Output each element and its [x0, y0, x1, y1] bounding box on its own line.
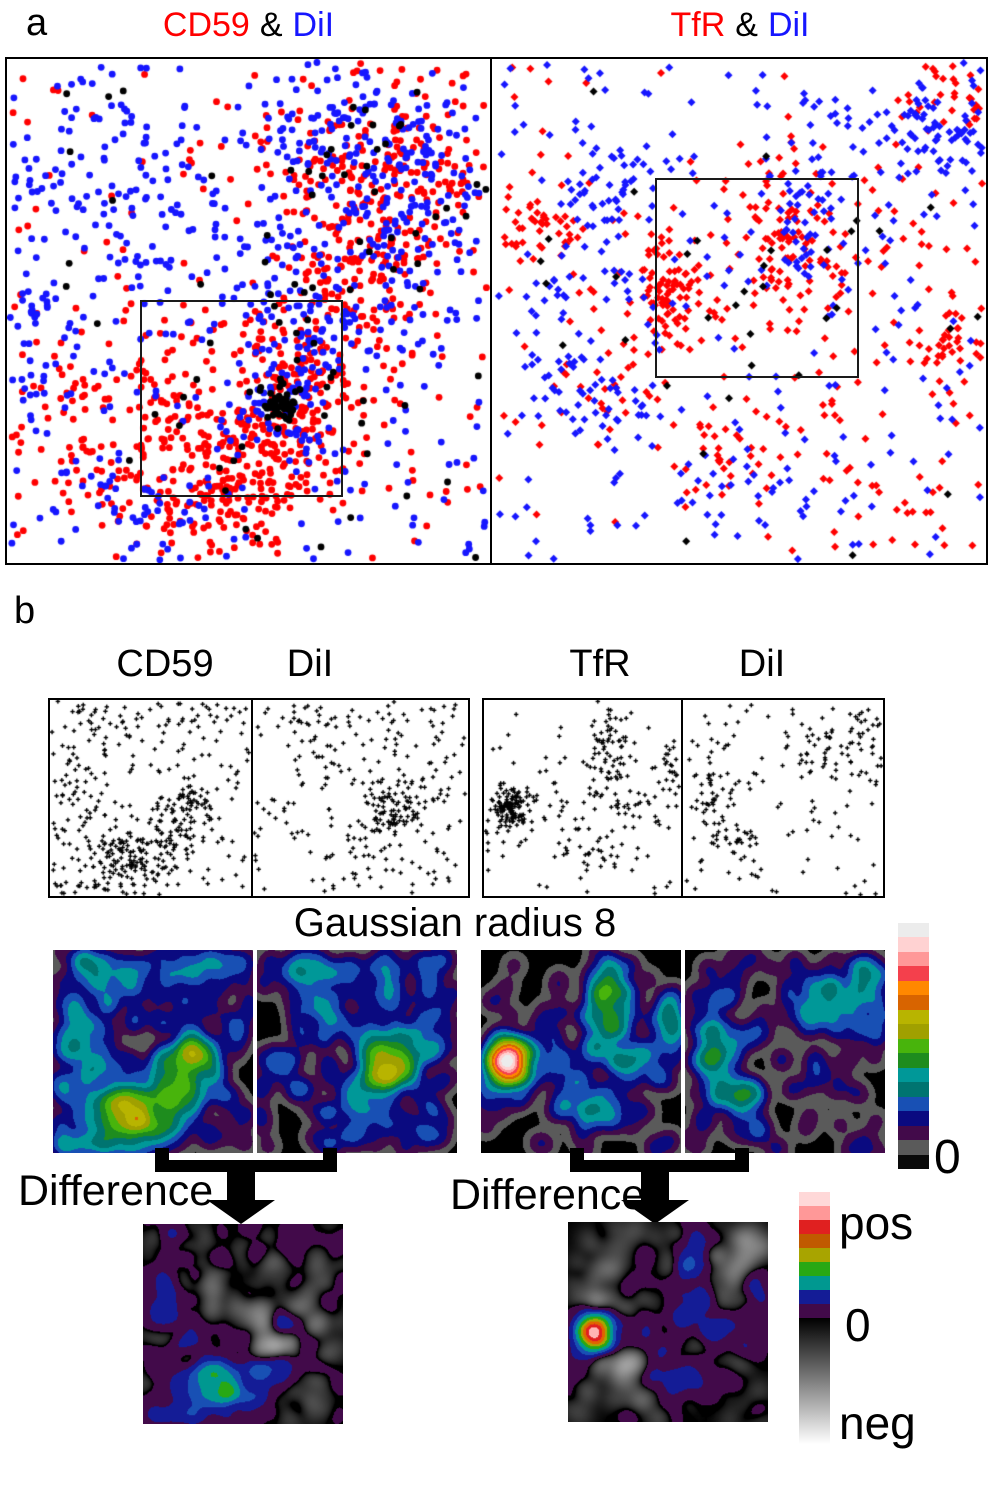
color-step	[898, 951, 929, 967]
panel-a-left-title: CD59 & DiI	[5, 8, 492, 42]
color-step	[898, 1024, 929, 1039]
color-step	[799, 1192, 830, 1206]
color-step	[799, 1276, 830, 1290]
color-step	[799, 1304, 830, 1318]
color-step	[898, 980, 929, 996]
tfr-points-canvas	[484, 700, 681, 896]
difference-colorbar-neg-label: neg	[839, 1397, 916, 1449]
dii-left-density-heatmap-canvas	[257, 950, 457, 1153]
cd59-points-box	[48, 698, 253, 898]
dii-right-points-box	[681, 698, 885, 898]
panel-a-right-title: TfR & DiI	[492, 8, 988, 42]
roi-rectangle-left	[140, 300, 343, 497]
tfr-dii-scatter-canvas	[492, 59, 986, 563]
dii-right-points-canvas	[683, 700, 883, 896]
cd59-density-heatmap-canvas	[53, 950, 253, 1153]
difference-label-left: Difference	[18, 1167, 214, 1215]
color-step	[898, 1053, 929, 1068]
dii-left-points-canvas	[253, 700, 468, 896]
difference-label-right: Difference	[450, 1171, 646, 1219]
color-step	[799, 1220, 830, 1234]
tfr-density-heatmap-canvas	[481, 950, 681, 1153]
cd59-minus-dii-difference-map-canvas	[143, 1224, 343, 1424]
title-ampersand-right: &	[735, 6, 758, 44]
color-step	[799, 1206, 830, 1220]
panel-a-tfr-dii-plot	[490, 57, 988, 565]
difference-colorbar-positive	[799, 1192, 830, 1318]
color-step	[898, 1082, 929, 1097]
tfr-minus-dii-difference-map-canvas	[568, 1222, 768, 1422]
color-step	[898, 1038, 929, 1054]
difference-colorbar-zero-label: 0	[845, 1299, 871, 1351]
color-step	[898, 1096, 929, 1112]
title-cd59: CD59	[162, 6, 250, 44]
title-tfr: TfR	[670, 6, 726, 44]
column-label-tfr: TfR	[569, 643, 631, 685]
panel-a-cd59-dii-plot	[5, 57, 492, 565]
density-colorbar-zero-label: 0	[934, 1131, 961, 1184]
color-step	[898, 1125, 929, 1141]
cd59-points-canvas	[50, 700, 251, 896]
panel-a-label: a	[26, 2, 48, 44]
color-step	[799, 1234, 830, 1248]
color-step	[898, 1111, 929, 1126]
roi-rectangle-right	[655, 178, 859, 378]
merge-bracket-arrow-left-icon	[155, 1148, 337, 1224]
dii-left-points-box	[251, 698, 470, 898]
color-step	[799, 1290, 830, 1304]
density-colorbar	[898, 923, 929, 1169]
gaussian-radius-caption: Gaussian radius 8	[293, 901, 617, 945]
column-label-cd59: CD59	[116, 643, 214, 685]
color-step	[799, 1262, 830, 1276]
color-step	[898, 1009, 929, 1025]
merge-bracket-arrow-right-icon	[570, 1148, 749, 1224]
cd59-dii-scatter-canvas	[7, 59, 490, 563]
color-step	[898, 966, 929, 981]
panel-b-label: b	[14, 590, 36, 632]
title-dii-left: DiI	[292, 6, 335, 44]
difference-colorbar-negative-gradient	[799, 1318, 830, 1444]
tfr-points-box	[482, 698, 683, 898]
column-label-dii-left: DiI	[286, 643, 334, 685]
color-step	[898, 1067, 929, 1083]
color-step	[898, 995, 929, 1010]
difference-colorbar-pos-label: pos	[839, 1197, 914, 1249]
dii-right-density-heatmap-canvas	[685, 950, 885, 1153]
title-dii-right: DiI	[767, 6, 810, 44]
color-step	[799, 1248, 830, 1262]
color-step	[898, 1140, 929, 1155]
title-ampersand-left: &	[259, 6, 283, 44]
color-step	[898, 1154, 929, 1169]
column-label-dii-right: DiI	[738, 643, 786, 685]
color-step	[898, 937, 929, 952]
color-step	[898, 923, 929, 938]
